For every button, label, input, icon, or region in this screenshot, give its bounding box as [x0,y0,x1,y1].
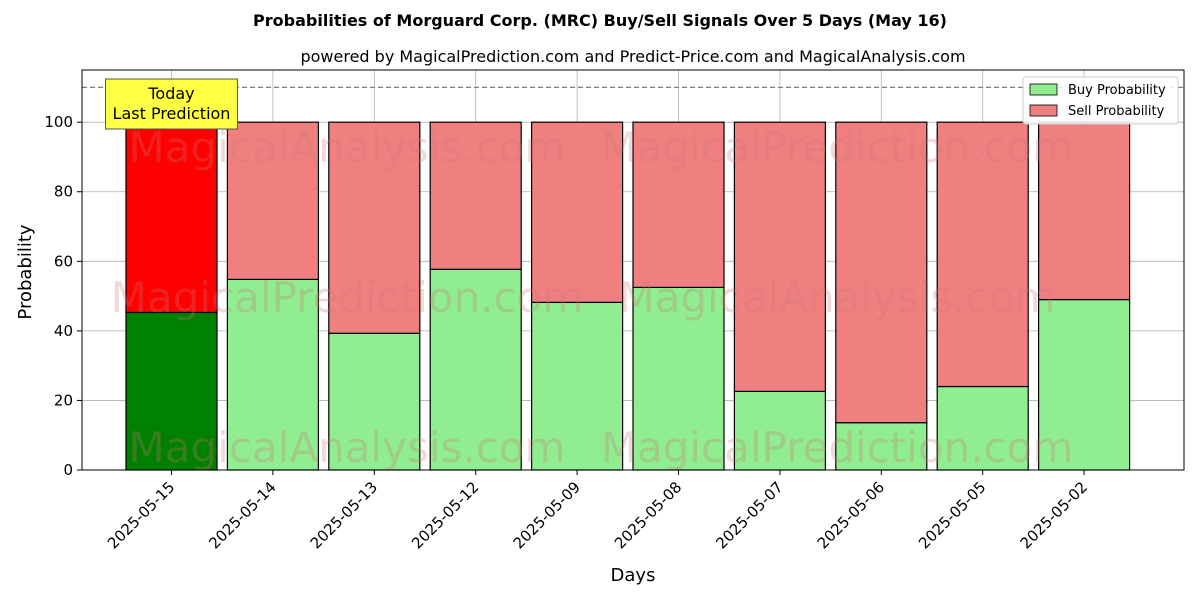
x-tick-label: 2025-05-12 [408,478,482,552]
bar-sell-2025-05-07 [733,121,827,392]
bar-sell-2025-05-14 [226,121,319,280]
watermark-text: MagicalPrediction.com [601,123,1074,172]
bar-sell-2025-05-13 [328,121,421,334]
bar-buy-2025-05-09 [530,301,624,471]
bar-sell-2025-05-15 [125,121,218,314]
y-tick-label: 100 [44,113,73,131]
x-tick-label: 2025-05-13 [307,478,381,552]
bar-buy-2025-05-13 [328,332,421,471]
bar-buy-2025-05-08 [632,286,725,471]
x-axis-title: Days [611,565,656,586]
watermark-text: MagicalPrediction.com [111,273,584,322]
y-axis: 0 20 40 60 80 100 [44,113,82,479]
chart-subtitle: powered by MagicalPrediction.com and Pre… [300,47,965,66]
y-tick-label: 40 [54,322,73,340]
y-axis-title: Probability [15,224,36,319]
watermark-text: MagicalAnalysis.com [129,423,566,472]
bar-sell-2025-05-12 [429,121,522,270]
x-tick-label: 2025-05-05 [915,478,989,552]
bar-buy-2025-05-07 [733,390,827,471]
annotation-box [105,78,238,130]
legend-swatch [1029,104,1058,117]
x-tick-label: 2025-05-02 [1017,478,1091,552]
watermarks: MagicalAnalysis.com MagicalPrediction.com… [111,123,1074,472]
y-tick-label: 60 [54,252,73,270]
x-tick-label: 2025-05-07 [712,478,786,552]
bar-sell-2025-05-08 [632,121,725,288]
x-tick-label: 2025-05-08 [611,478,685,552]
legend-label: Sell Probability [1068,104,1165,119]
legend-box [1022,76,1179,125]
x-tick-label: 2025-05-14 [205,478,279,552]
y-tick-label: 20 [54,391,73,409]
x-tick-label: 2025-05-09 [510,478,584,552]
watermark-text: MagicalAnalysis.com [619,273,1056,322]
bar-sell-2025-05-05 [936,121,1029,388]
bar-buy-2025-05-05 [936,385,1029,471]
annotation-text: Last Prediction [113,104,231,123]
legend-swatch [1029,83,1058,96]
watermark-text: MagicalPrediction.com [601,423,1074,472]
bar-sell-2025-05-09 [530,121,624,303]
y-tick-label: 0 [63,461,73,479]
plot-border [81,69,1185,471]
bar-sell-2025-05-06 [835,121,928,424]
x-tick-label: 2025-05-06 [814,478,888,552]
annotation-text: Today [147,84,194,103]
legend: Buy Probability Sell Probability [1022,76,1179,125]
x-tick-label: 2025-05-15 [104,478,178,552]
plot-frame [81,69,1185,471]
bar-buy-2025-05-14 [226,278,319,471]
bar-buy-2025-05-02 [1037,298,1131,471]
chart-title: Probabilities of Morguard Corp. (MRC) Bu… [253,11,947,30]
y-tick-label: 80 [54,183,73,201]
legend-label: Buy Probability [1068,83,1166,98]
bar-sell-2025-05-02 [1037,121,1131,301]
bar-buy-2025-05-12 [429,268,522,471]
bars [125,121,1131,471]
watermark-text: MagicalAnalysis.com [129,123,566,172]
x-axis: 2025-05-15 2025-05-14 2025-05-13 2025-05-12… [104,470,1091,552]
